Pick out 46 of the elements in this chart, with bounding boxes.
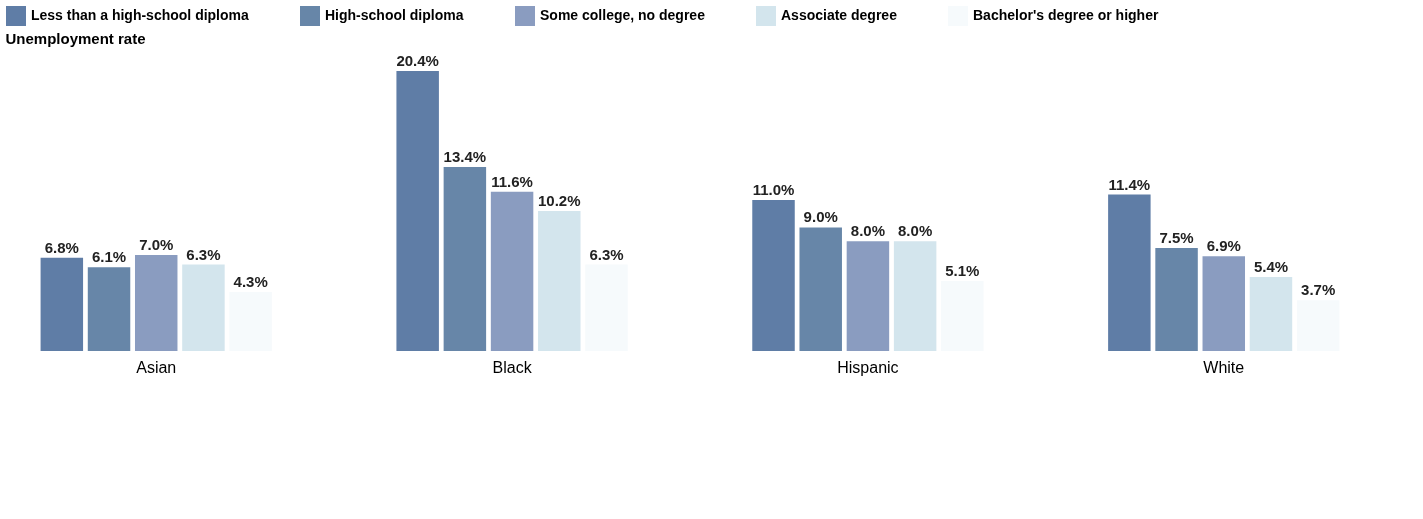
legend-label: Some college, no degree	[540, 7, 706, 23]
bar	[443, 167, 487, 351]
data-label: 8.0%	[898, 222, 933, 240]
data-label: 6.3%	[186, 245, 221, 263]
data-label: 10.2%	[538, 192, 581, 209]
bar	[1155, 248, 1198, 351]
legend-label: Less than a high-school diploma	[31, 7, 250, 23]
x-tick-label: White	[1203, 358, 1245, 376]
data-label: 7.0%	[139, 235, 174, 253]
legend-label: Bachelor's degree or higher	[973, 7, 1159, 23]
x-tick-label: Hispanic	[837, 358, 899, 376]
bar	[799, 227, 842, 351]
data-label: 7.5%	[1159, 229, 1194, 247]
bar	[893, 241, 937, 351]
bar	[134, 254, 178, 351]
bar	[40, 257, 84, 351]
data-label: 11.0%	[752, 181, 795, 199]
data-label: 3.7%	[1301, 281, 1336, 299]
data-label: 6.1%	[91, 248, 127, 266]
data-label: 5.1%	[945, 262, 980, 279]
data-label: 13.4%	[443, 148, 487, 166]
data-label: 8.0%	[850, 222, 886, 240]
data-label: 20.4%	[396, 52, 439, 69]
data-label: 6.9%	[1206, 237, 1241, 255]
data-label: 6.3%	[589, 245, 624, 263]
bar	[396, 71, 439, 351]
bar	[490, 191, 534, 351]
bar	[1108, 194, 1151, 351]
data-label: 5.4%	[1253, 257, 1289, 275]
data-label: 9.0%	[803, 208, 838, 226]
bar	[87, 267, 131, 351]
bar	[1202, 256, 1246, 351]
data-label: 4.3%	[233, 272, 268, 290]
bar	[846, 241, 890, 351]
data-label: 6.8%	[44, 238, 79, 256]
bar	[182, 264, 225, 351]
bar	[1249, 276, 1293, 351]
x-tick-label: Asian	[136, 358, 177, 376]
legend-label: Associate degree	[781, 7, 898, 23]
x-tick-label: Black	[492, 358, 533, 376]
data-label: 11.4%	[1108, 175, 1151, 193]
legend-label: High-school diploma	[325, 7, 464, 23]
bar	[752, 200, 795, 351]
bar	[538, 211, 581, 351]
y-axis-title: Unemployment rate	[5, 29, 146, 47]
data-label: 11.6%	[491, 172, 533, 190]
